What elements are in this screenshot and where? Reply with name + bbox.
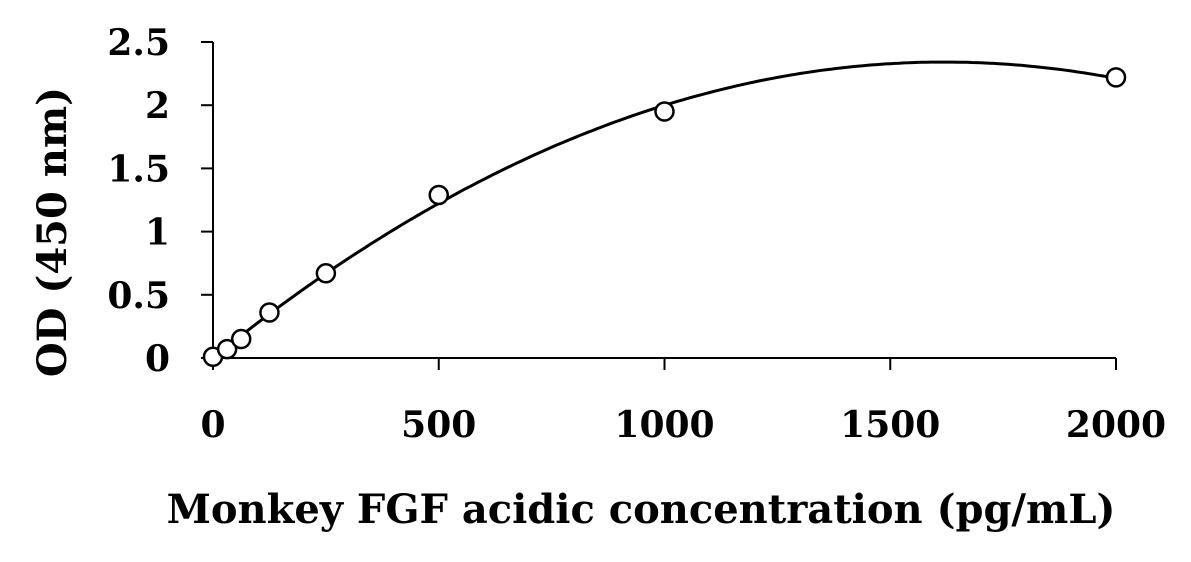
x-tick-label: 2000 bbox=[1066, 404, 1166, 446]
x-tick-label: 500 bbox=[401, 404, 476, 446]
y-tick-label: 2.5 bbox=[107, 22, 170, 64]
y-tick-label: 1 bbox=[145, 212, 170, 254]
x-ticks: 0 500 1000 1500 2000 bbox=[200, 358, 1166, 446]
y-ticks: 0 0.5 1 1.5 2 2.5 bbox=[107, 22, 213, 380]
x-tick-label: 1500 bbox=[840, 404, 940, 446]
data-point bbox=[216, 338, 238, 360]
data-point bbox=[230, 328, 252, 350]
axes bbox=[201, 42, 1116, 370]
data-point bbox=[1105, 67, 1127, 88]
data-point bbox=[315, 263, 337, 284]
x-tick-label: 0 bbox=[200, 404, 225, 446]
data-point bbox=[259, 302, 280, 323]
y-tick-label: 1.5 bbox=[107, 148, 170, 190]
data-points bbox=[202, 67, 1127, 367]
y-tick-label: 0 bbox=[145, 338, 170, 380]
data-point bbox=[428, 184, 449, 206]
x-tick-label: 1000 bbox=[614, 404, 714, 446]
data-point bbox=[654, 101, 675, 122]
y-tick-label: 0.5 bbox=[107, 275, 170, 317]
y-axis-title: OD (450 nm) bbox=[29, 87, 76, 377]
y-tick-label: 2 bbox=[145, 85, 170, 127]
x-axis-title: Monkey FGF acidic concentration (pg/mL) bbox=[167, 486, 1116, 533]
